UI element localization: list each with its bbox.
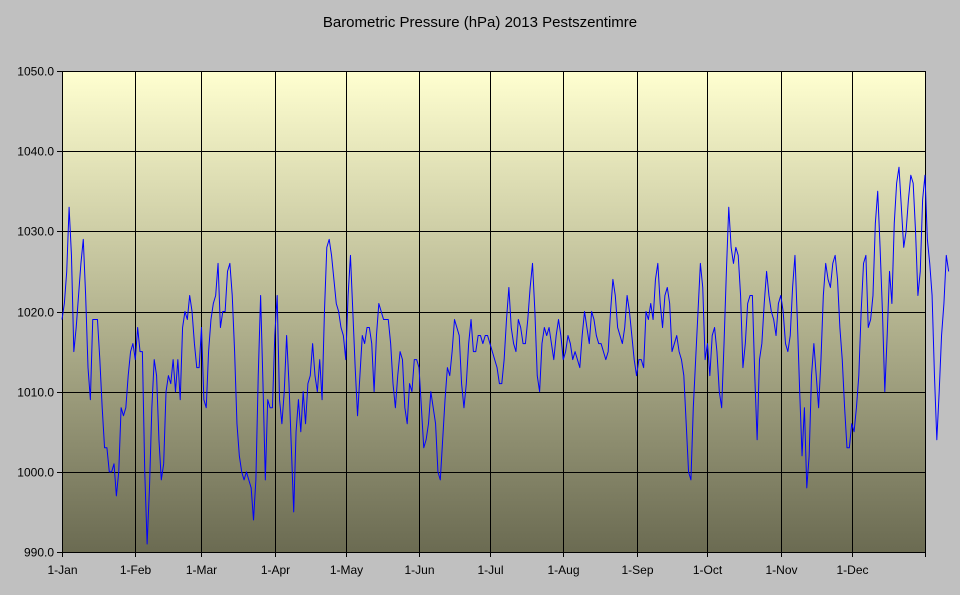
series-line [61,166,950,545]
x-tick-label: 1-Oct [693,563,723,577]
plot-border [62,71,926,553]
x-tick-label: 1-Jan [47,563,77,577]
x-tick-label: 1-Mar [186,563,217,577]
x-tick-label: 1-May [330,563,363,577]
chart-title: Barometric Pressure (hPa) 2013 Pestszent… [322,14,638,31]
x-tick-label: 1-Jun [404,563,434,577]
y-tick-label: 990.0 [24,546,54,560]
x-tick-label: 1-Jul [477,563,503,577]
y-tick-label: 1000.0 [17,466,54,480]
y-tick-label: 1040.0 [17,145,54,159]
x-tick-label: 1-Sep [621,563,653,577]
x-tick-label: 1-Nov [765,563,797,577]
x-tick-label: 1-Aug [547,563,579,577]
x-tick-label: 1-Dec [836,563,868,577]
x-tick-label: 1-Feb [120,563,152,577]
y-tick-label: 1050.0 [17,65,54,79]
x-tick-label: 1-Apr [261,563,290,577]
y-tick-label: 1030.0 [17,225,54,239]
y-tick-label: 1010.0 [17,386,54,400]
y-tick-label: 1020.0 [17,306,54,320]
plot-area [62,71,925,552]
